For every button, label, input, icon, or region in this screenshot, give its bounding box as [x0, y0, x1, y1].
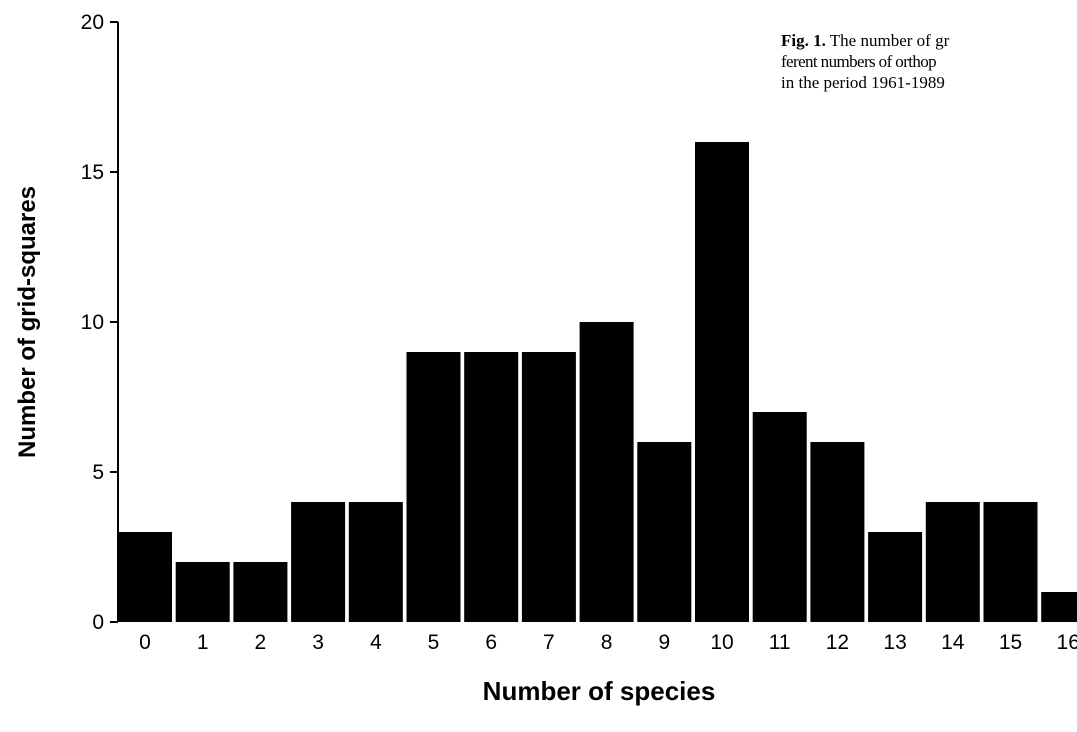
x-tick-label-10: 10 — [710, 631, 733, 654]
x-tick-label-15: 15 — [999, 631, 1022, 654]
bar-4 — [348, 502, 403, 622]
y-tick-label-10: 10 — [81, 311, 104, 334]
x-tick-label-2: 2 — [255, 631, 267, 654]
x-tick-label-14: 14 — [941, 631, 965, 654]
bar-12 — [810, 442, 865, 622]
x-tick-label-8: 8 — [601, 631, 613, 654]
figure-caption: Fig. 1. The number of gr ferent numbers … — [781, 30, 1077, 93]
bar-7 — [521, 352, 576, 622]
y-tick-label-20: 20 — [81, 11, 104, 34]
bar-13 — [868, 532, 923, 622]
caption-line-1: Fig. 1. The number of gr — [781, 30, 1077, 51]
bar-9 — [637, 442, 692, 622]
x-tick-label-12: 12 — [826, 631, 849, 654]
bar-14 — [925, 502, 980, 622]
bar-0 — [118, 532, 172, 622]
x-tick-label-3: 3 — [312, 631, 324, 654]
y-tick-label-15: 15 — [81, 161, 104, 184]
x-tick-label-13: 13 — [883, 631, 906, 654]
bar-8 — [579, 322, 634, 622]
bar-5 — [406, 352, 461, 622]
x-tick-label-0: 0 — [139, 631, 151, 654]
bar-15 — [983, 502, 1038, 622]
caption-line-1-text: The number of gr — [825, 31, 950, 50]
x-tick-label-7: 7 — [543, 631, 555, 654]
bar-2 — [233, 562, 288, 622]
caption-figure-label: Fig. 1. — [781, 31, 826, 50]
bar-11 — [752, 412, 807, 622]
bar-16 — [1041, 592, 1077, 622]
bars-group — [118, 142, 1077, 622]
x-tick-label-6: 6 — [485, 631, 497, 654]
bar-1 — [175, 562, 230, 622]
y-ticks-group: 0 5 10 15 20 — [81, 11, 118, 634]
x-tick-label-4: 4 — [370, 631, 382, 654]
x-ticks-group: 0 1 2 3 4 5 6 7 8 9 10 11 12 13 14 15 16 — [139, 631, 1077, 654]
bar-10 — [695, 142, 749, 622]
caption-line-3: in the period 1961-1989 — [781, 73, 945, 92]
y-axis-label: Number of grid-squares — [14, 186, 41, 458]
y-tick-label-0: 0 — [92, 611, 104, 634]
x-tick-label-1: 1 — [197, 631, 209, 654]
x-tick-label-5: 5 — [428, 631, 440, 654]
caption-line-2: ferent numbers of orthop — [781, 52, 937, 71]
y-tick-label-5: 5 — [92, 461, 104, 484]
x-tick-label-11: 11 — [769, 631, 791, 654]
x-tick-label-16: 16 — [1057, 631, 1077, 654]
x-axis-label: Number of species — [483, 676, 716, 706]
bar-6 — [464, 352, 519, 622]
x-tick-label-9: 9 — [658, 631, 670, 654]
bar-3 — [291, 502, 346, 622]
